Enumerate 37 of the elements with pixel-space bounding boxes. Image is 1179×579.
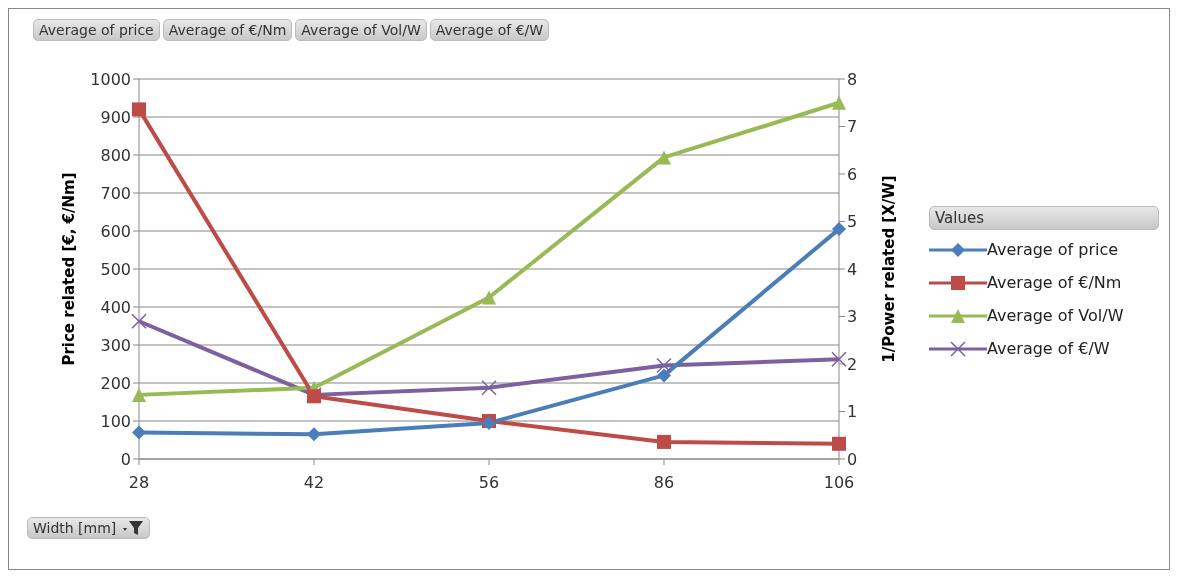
y2-tick-label: 0: [847, 449, 858, 469]
y-axis-title: Price related [€, €/Nm]: [60, 172, 79, 366]
y-tick-label: 400: [100, 297, 131, 317]
y-tick-label: 0: [120, 449, 131, 469]
x-tick-label: 56: [478, 473, 500, 493]
y-tick-label: 800: [100, 145, 131, 165]
y-tick-label: 700: [100, 183, 131, 203]
y-tick-label: 600: [100, 221, 131, 241]
y2-tick-label: 6: [847, 164, 858, 184]
text: Average of Vol/W: [295, 19, 427, 41]
x-tick-label: 28: [128, 473, 150, 493]
y2-tick-label: 5: [847, 212, 858, 232]
y2-tick-label: 2: [847, 354, 858, 374]
y-tick-label: 300: [100, 335, 131, 355]
legend-title: Values: [929, 206, 1159, 230]
y-tick-label: 200: [100, 373, 131, 393]
y2-axis-title: 1/Power related [X/W]: [880, 175, 899, 363]
y2-tick-label: 8: [847, 69, 858, 89]
x-tick-label: 106: [823, 473, 855, 493]
legend-label: Average of price: [987, 240, 1119, 259]
y-tick-label: 500: [100, 259, 131, 279]
text: Average of €/W: [429, 19, 550, 41]
y2-tick-label: 7: [847, 117, 858, 137]
text: Average of €/Nm: [162, 19, 293, 41]
x-tick-label: 86: [653, 473, 675, 493]
y2-tick-label: 4: [847, 259, 858, 279]
text: Average of price: [33, 19, 160, 41]
legend-label: Average of €/W: [987, 339, 1110, 358]
y-tick-label: 100: [100, 411, 131, 431]
y-tick-label: 900: [100, 107, 131, 127]
x-axis-title: Width [mm]: [33, 520, 117, 536]
y-tick-label: 1000: [90, 69, 131, 89]
y2-tick-label: 1: [847, 402, 858, 422]
x-tick-label: 42: [303, 473, 325, 493]
legend-label: Average of Vol/W: [987, 306, 1124, 325]
legend-label: Average of €/Nm: [987, 273, 1122, 292]
y2-tick-label: 3: [847, 307, 858, 327]
